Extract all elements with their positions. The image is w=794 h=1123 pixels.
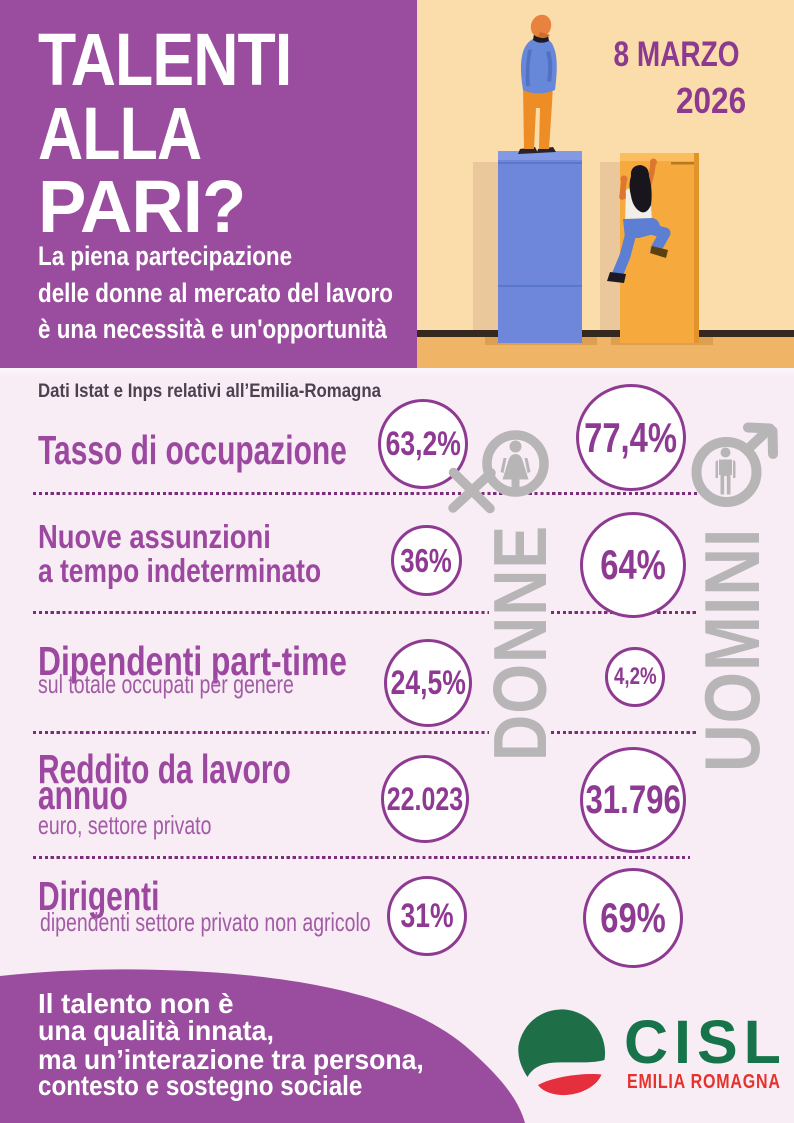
stat-subtitle-parttime: sul totale occupati per genere [38,669,294,699]
stat-title-occupation: Tasso di occupazione [38,427,347,473]
stat-circle-income-women: 22.023 [381,755,469,843]
stat-circle-income-men: 31.796 [580,747,686,853]
stat-circle-occupation-men: 77,4% [576,384,686,491]
header-purple-panel: TALENTI ALLA PARI? La piena partecipazio… [0,0,417,368]
footer-message-line2: una qualità innata, [38,1015,274,1046]
floor-line [417,330,794,337]
cisl-logo-subtext: EMILIA ROMAGNA [627,1071,781,1093]
poster-subtitle-line2: delle donne al mercato del lavoro [38,278,393,308]
stat-circle-parttime-women: 24,5% [384,639,472,727]
blue-pillar [498,151,582,343]
poster-subtitle-line1: La piena partecipazione [38,241,293,271]
stat-title-income-line2: annuo [38,772,128,818]
gender-gap-illustration [417,14,794,368]
footer-message-line3: ma un’interazione tra persona, [38,1044,424,1075]
footer-message-line1: Il talento non è [38,988,234,1019]
poster-subtitle-line3: è una necessità e un'opportunità [38,314,388,344]
event-date-line1: 8 MARZO [613,35,739,74]
stat-value-occupation-men: 77,4% [584,413,678,461]
woman-figure [607,158,671,283]
separator-3b [551,731,698,735]
stat-value-income-women: 22.023 [386,781,464,817]
stat-value-managers-men: 69% [600,894,666,941]
footer-message-line4: contesto e sostegno sociale [38,1070,363,1101]
source-note: Dati Istat e Inps relativi all’Emilia-Ro… [38,381,381,402]
stat-subtitle-income: euro, settore privato [38,810,212,840]
poster-title-line3: PARI? [38,165,246,248]
poster-title-line1: TALENTI [38,18,292,101]
men-column-label: UOMINI [688,527,776,772]
poster-title-line2: ALLA [38,92,202,175]
stat-value-income-men: 31.796 [585,778,681,822]
female-symbol-icon [448,430,549,514]
stat-circle-hiring-men: 64% [580,512,686,618]
stat-value-managers-women: 31% [400,897,454,935]
stat-circle-managers-men: 69% [583,868,683,968]
women-column-label: DONNE [477,524,563,761]
header-divider [0,368,794,378]
cisl-logo-text: CISL [624,1008,787,1076]
stat-subtitle-managers: dipendenti settore privato non agricolo [40,907,371,937]
separator-3a [33,731,489,735]
separator-2a [33,611,489,615]
separator-1 [33,492,698,496]
footer-blob [0,969,525,1123]
stat-circle-hiring-women: 36% [391,525,462,596]
header-illustration-panel: 8 MARZO 2026 [417,0,794,368]
stat-value-parttime-women: 24,5% [390,664,466,702]
stat-title-hiring-line1: Nuove assunzioni [38,518,271,555]
separator-4 [33,856,690,860]
stat-title-managers: Dirigenti [38,873,160,919]
event-date-line2: 2026 [675,80,746,121]
man-figure [518,14,557,154]
stat-circle-managers-women: 31% [387,876,467,956]
ground-strip [417,337,794,368]
cisl-logo-icon [518,1009,606,1096]
stat-value-occupation-women: 63,2% [385,425,461,463]
stat-title-hiring-line2: a tempo indeterminato [38,552,322,589]
stat-value-parttime-men: 4,2% [613,663,657,690]
stat-value-hiring-men: 64% [600,541,666,588]
male-symbol-icon [691,422,778,507]
stat-value-hiring-women: 36% [400,542,453,579]
stat-title-income-line1: Reddito da lavoro [38,746,291,792]
stat-title-parttime: Dipendenti part-time [38,638,347,684]
stat-circle-parttime-men: 4,2% [605,647,665,707]
stat-circle-occupation-women: 63,2% [378,399,468,489]
